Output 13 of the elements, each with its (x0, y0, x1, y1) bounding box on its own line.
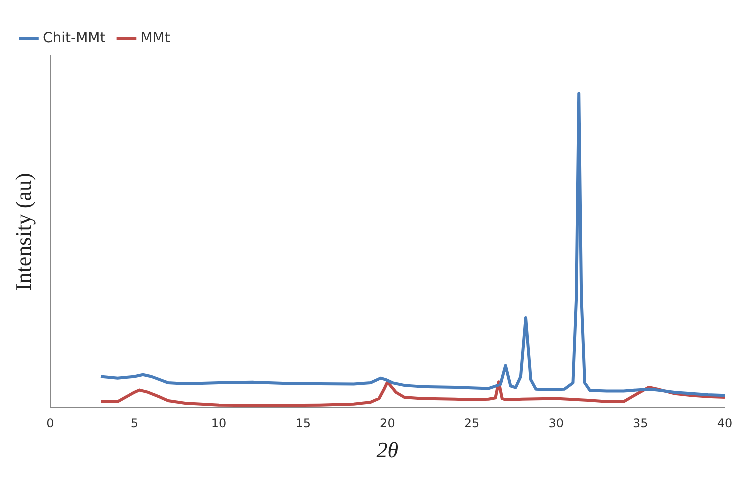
y-axis-title: Intensity (au) (10, 173, 36, 292)
legend-label: MMt (140, 30, 171, 47)
x-tick-label: 40 (717, 416, 733, 431)
x-tick-label: 15 (296, 416, 312, 431)
x-tick-label: 30 (548, 416, 564, 431)
x-tick-label: 5 (130, 416, 139, 431)
x-tick-label: 10 (211, 416, 227, 431)
x-axis-title: 2θ (376, 438, 399, 463)
x-tick-label: 25 (464, 416, 480, 431)
legend-label: Chit-MMt (43, 30, 106, 47)
x-tick-label: 0 (46, 416, 54, 431)
x-tick-label: 20 (380, 416, 396, 431)
x-tick-label: 35 (633, 416, 648, 431)
